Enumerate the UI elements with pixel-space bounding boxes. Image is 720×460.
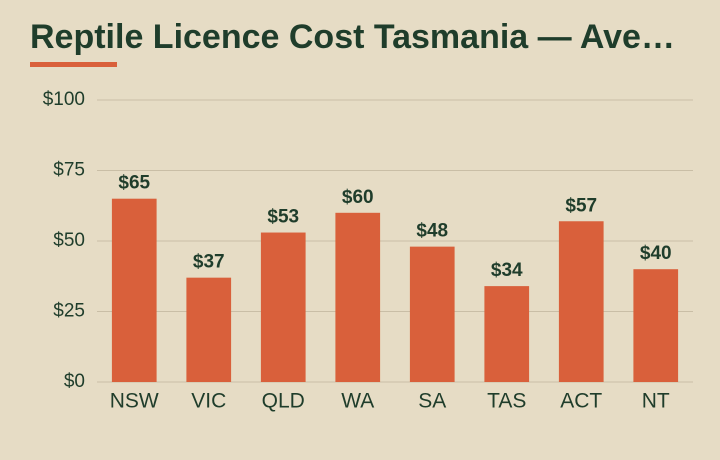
title-accent: [30, 62, 117, 67]
x-tick-label: QLD: [262, 390, 305, 413]
x-tick-label: ACT: [560, 390, 602, 413]
x-tick-label: WA: [341, 390, 374, 413]
value-label: $60: [342, 187, 374, 208]
y-tick-label: $25: [53, 301, 85, 322]
value-label: $57: [565, 195, 597, 216]
bar: [484, 286, 530, 382]
y-tick-label: $0: [64, 371, 85, 392]
bar: [335, 212, 381, 382]
value-label: $37: [193, 252, 225, 273]
x-tick-label: SA: [418, 390, 446, 413]
value-label: $48: [416, 221, 448, 242]
y-tick-label: $100: [43, 89, 85, 110]
bar: [558, 221, 604, 382]
y-tick-label: $75: [53, 160, 85, 181]
value-label: $34: [491, 260, 523, 281]
bar: [633, 269, 679, 382]
value-label: $40: [640, 243, 672, 264]
x-tick-label: NT: [642, 390, 670, 413]
bar: [260, 232, 306, 382]
value-label: $65: [118, 173, 150, 194]
x-tick-label: NSW: [110, 390, 159, 413]
value-label: $53: [267, 207, 299, 228]
bar: [409, 246, 455, 382]
y-tick-label: $50: [53, 230, 85, 251]
x-tick-label: TAS: [487, 390, 526, 413]
bar: [186, 277, 232, 382]
chart-title: Reptile Licence Cost Tasmania — Ave…: [30, 18, 675, 56]
bar: [111, 198, 157, 382]
x-tick-label: VIC: [191, 390, 226, 413]
